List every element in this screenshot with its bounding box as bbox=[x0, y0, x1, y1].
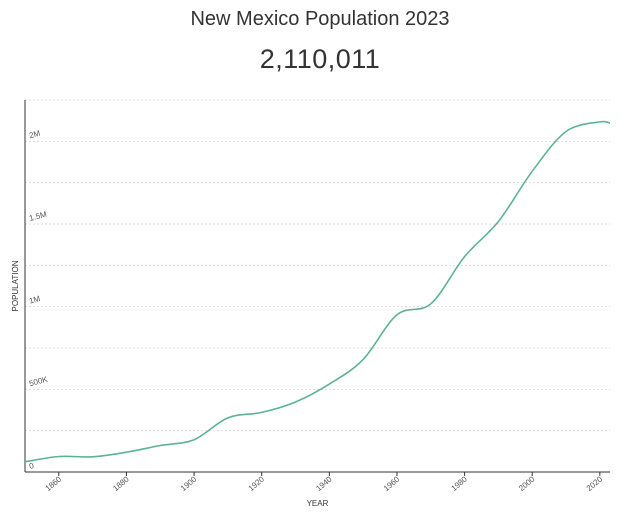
grid-lines bbox=[25, 99, 610, 432]
series-layer bbox=[24, 120, 611, 463]
tick-labels: 0 500K 1M 1.5M 2M 1860 1880 1900 1920 1940 1960 198… bbox=[28, 129, 604, 493]
chart-title: New Mexico Population 2023 bbox=[190, 8, 450, 30]
x-tick-label: 1860 bbox=[44, 474, 64, 493]
x-tick-label: 1900 bbox=[179, 474, 199, 493]
x-tick-label: 1960 bbox=[382, 474, 402, 493]
x-tick-label: 1940 bbox=[314, 474, 334, 493]
y-axis-title: POPULATION bbox=[11, 260, 20, 311]
y-tick-label: 1M bbox=[28, 294, 41, 306]
x-tick-label: 1920 bbox=[247, 474, 267, 493]
x-tick-label: 1980 bbox=[449, 474, 469, 493]
population-value: 2,110,011 bbox=[259, 44, 381, 74]
x-tick-label: 1880 bbox=[111, 474, 131, 493]
population-series-line bbox=[24, 120, 611, 463]
y-tick-label: 1.5M bbox=[28, 210, 48, 223]
y-tick-label: 0 bbox=[28, 461, 35, 471]
x-tick-label: 2020 bbox=[585, 474, 605, 493]
axes bbox=[24, 100, 610, 476]
x-axis-title: YEAR bbox=[307, 499, 329, 508]
x-tick-label: 2000 bbox=[517, 474, 537, 493]
y-tick-label: 2M bbox=[28, 129, 41, 141]
y-tick-label: 500K bbox=[28, 375, 49, 389]
